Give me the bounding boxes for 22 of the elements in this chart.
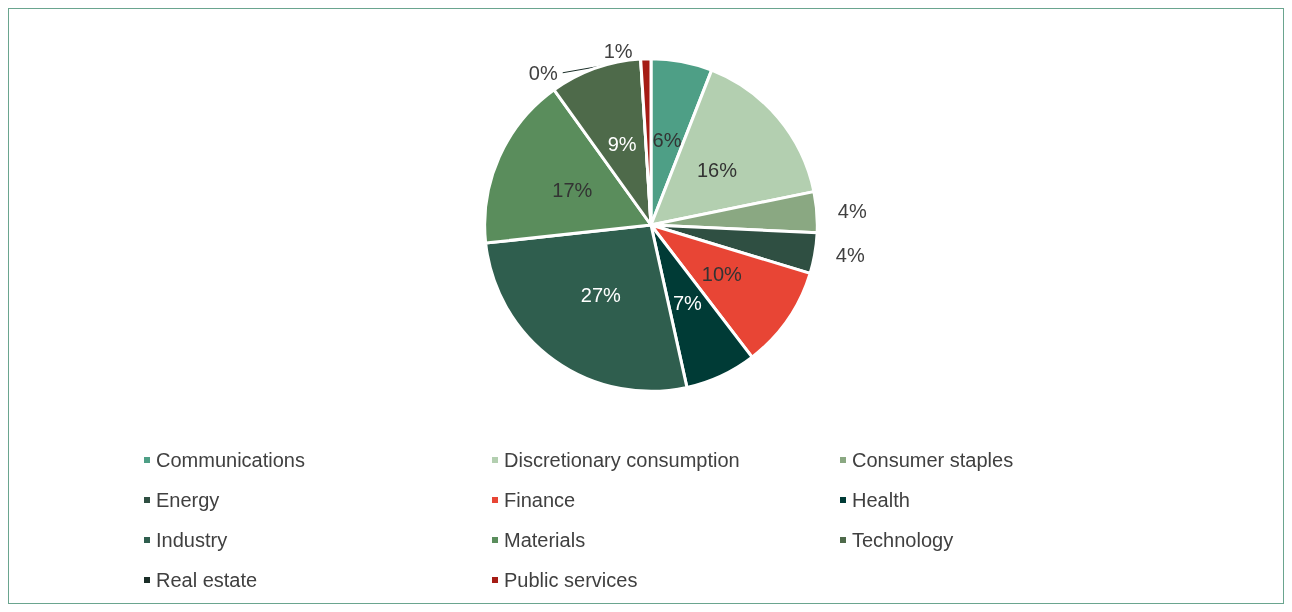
legend-label: Energy: [156, 489, 220, 511]
data-label: 17%: [552, 178, 593, 201]
data-label: 10%: [701, 263, 743, 286]
legend-label: Materials: [504, 529, 586, 551]
legend-label: Discretionary consumption: [504, 449, 740, 471]
data-label: 6%: [652, 129, 682, 152]
legend-label: Technology: [852, 529, 954, 551]
data-label: 7%: [672, 292, 703, 315]
legend-label: Health: [852, 489, 910, 511]
legend-label: Industry: [156, 529, 228, 551]
data-label: 4%: [835, 243, 865, 266]
data-label: 1%: [603, 39, 633, 62]
legend-label: Real estate: [156, 569, 258, 591]
text: 0%: [528, 61, 558, 84]
data-label: 27%: [580, 284, 622, 307]
data-label: 9%: [607, 132, 637, 155]
legend-label: Communications: [156, 449, 305, 471]
legend-label: Finance: [504, 489, 576, 511]
data-label: 16%: [696, 158, 738, 181]
data-label: 4%: [837, 200, 867, 223]
legend-label: Public services: [504, 569, 638, 591]
legend-label: Consumer staples: [852, 449, 1014, 471]
